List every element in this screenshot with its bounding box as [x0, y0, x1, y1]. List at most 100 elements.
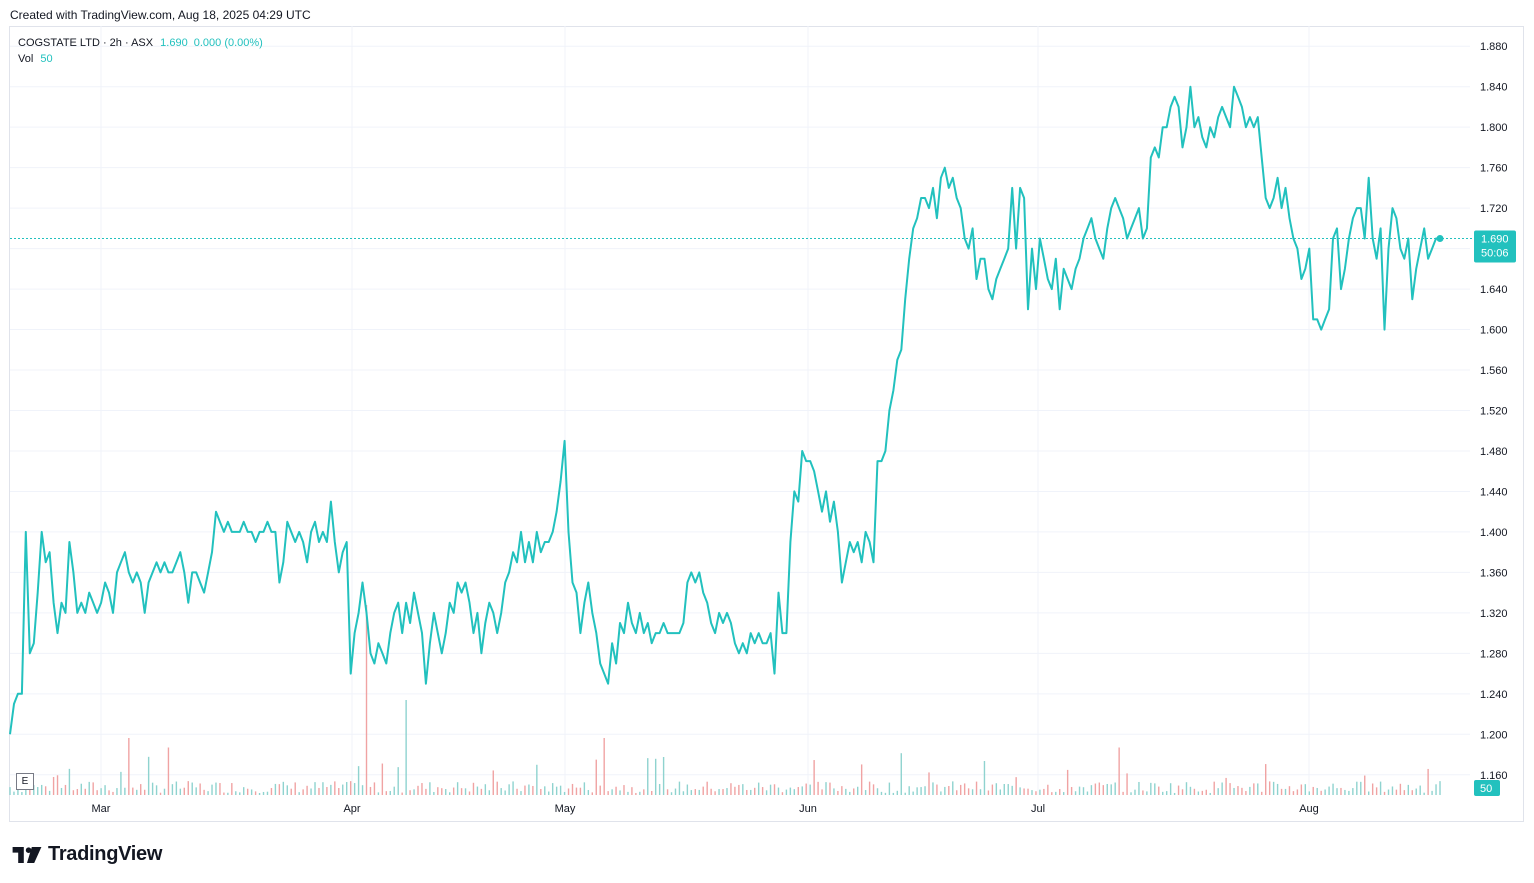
volume-bar [1162, 791, 1164, 795]
volume-bar [40, 784, 43, 795]
legend-vol-label[interactable]: Vol [18, 53, 34, 65]
volume-bar [132, 787, 134, 795]
volume-bar [92, 782, 94, 795]
volume-bar [504, 790, 506, 795]
volume-bar [1173, 792, 1176, 795]
volume-bar [1379, 781, 1382, 795]
volume-bar [1015, 777, 1017, 795]
volume-bar [662, 757, 665, 795]
volume-bar [647, 758, 649, 795]
volume-bar [1158, 786, 1160, 795]
volume-bar [1106, 783, 1108, 795]
volume-bar [674, 788, 677, 795]
volume-bar [825, 782, 827, 795]
volume-bar [975, 781, 978, 795]
chart-legend: COGSTATE LTD · 2h · ASX 1.690 0.000 (0.0… [18, 35, 263, 67]
volume-bar [136, 789, 138, 795]
volume-bar [1257, 783, 1259, 795]
volume-bar [167, 747, 170, 795]
last-price-badge: 1.690 50:06 [1474, 230, 1516, 263]
volume-bar [37, 787, 39, 795]
volume-bar [631, 787, 633, 795]
volume-bar [1193, 788, 1196, 795]
volume-bar [349, 781, 352, 795]
volume-bar [33, 785, 35, 795]
volume-bar [1387, 789, 1390, 795]
volume-bar [1110, 784, 1112, 795]
volume-bar [235, 791, 237, 795]
volume-bar [155, 785, 158, 795]
volume-bar [666, 789, 669, 795]
volume-bar [1011, 785, 1013, 795]
volume-bar [460, 788, 463, 795]
volume-bar [1415, 788, 1417, 795]
volume-bar [179, 788, 182, 795]
volume-bar [876, 788, 879, 795]
volume-bar [1423, 792, 1425, 795]
volume-bar [1268, 781, 1271, 795]
volume-bar [1201, 790, 1204, 795]
volume-bar [1181, 789, 1184, 795]
volume-bar [1431, 790, 1433, 795]
volume-bar [278, 784, 281, 795]
volume-bar [1352, 788, 1354, 795]
volume-bar [357, 766, 360, 795]
volume-bar [722, 789, 724, 795]
volume-bar [754, 787, 756, 795]
volume-bar [805, 783, 807, 795]
volume-bar [112, 791, 114, 795]
earnings-marker[interactable]: E [16, 773, 34, 790]
volume-bar [1229, 783, 1231, 795]
volume-bar [1205, 789, 1207, 795]
volume-bar [215, 782, 217, 795]
volume-bar [761, 787, 764, 795]
last-price-badge-value: 1.690 [1481, 233, 1509, 245]
volume-bar [864, 790, 867, 795]
bar-countdown: 50:06 [1481, 247, 1509, 259]
volume-bar [845, 788, 847, 795]
volume-bar [282, 781, 285, 795]
chart-frame [9, 26, 1524, 822]
volume-bar [983, 760, 986, 795]
volume-bar [1138, 781, 1140, 795]
volume-bar [789, 787, 792, 795]
volume-bar [1217, 788, 1219, 795]
volume-bar [627, 791, 629, 795]
volume-bar [702, 786, 704, 795]
volume-bar [60, 787, 63, 795]
volume-bar [437, 787, 439, 795]
volume-bar [84, 788, 86, 795]
volume-bar [528, 784, 530, 795]
volume-bar [429, 782, 431, 795]
volume-bar [1007, 784, 1009, 795]
volume-bar [203, 789, 205, 795]
volume-bar [1066, 769, 1069, 795]
volume-bar [1360, 781, 1362, 795]
volume-bar [1213, 781, 1215, 795]
volume-bar [88, 781, 90, 795]
volume-bar [916, 787, 918, 795]
volume-bar [310, 788, 312, 795]
legend-vol-value: 50 [40, 53, 53, 65]
volume-bar [880, 791, 883, 795]
volume-bar [1142, 790, 1144, 795]
y-tick-label: 1.480 [1480, 446, 1508, 458]
volume-bar [456, 782, 459, 795]
volume-bar [1027, 788, 1029, 795]
volume-bar [1003, 783, 1005, 795]
volume-bar [936, 784, 938, 795]
volume-bar [258, 792, 261, 795]
volume-bar [484, 784, 487, 795]
volume-bar [405, 700, 407, 795]
volume-bar [912, 791, 914, 795]
volume-bar [80, 783, 83, 795]
volume-bar [68, 768, 71, 795]
volume-bar [690, 790, 693, 795]
volume-bar [369, 786, 372, 795]
volume-bar [742, 784, 744, 795]
volume-bar [195, 787, 197, 795]
legend-symbol[interactable]: COGSTATE LTD · 2h · ASX [18, 37, 154, 49]
tradingview-logo[interactable]: TradingView [12, 843, 162, 866]
volume-bar [1062, 792, 1065, 795]
